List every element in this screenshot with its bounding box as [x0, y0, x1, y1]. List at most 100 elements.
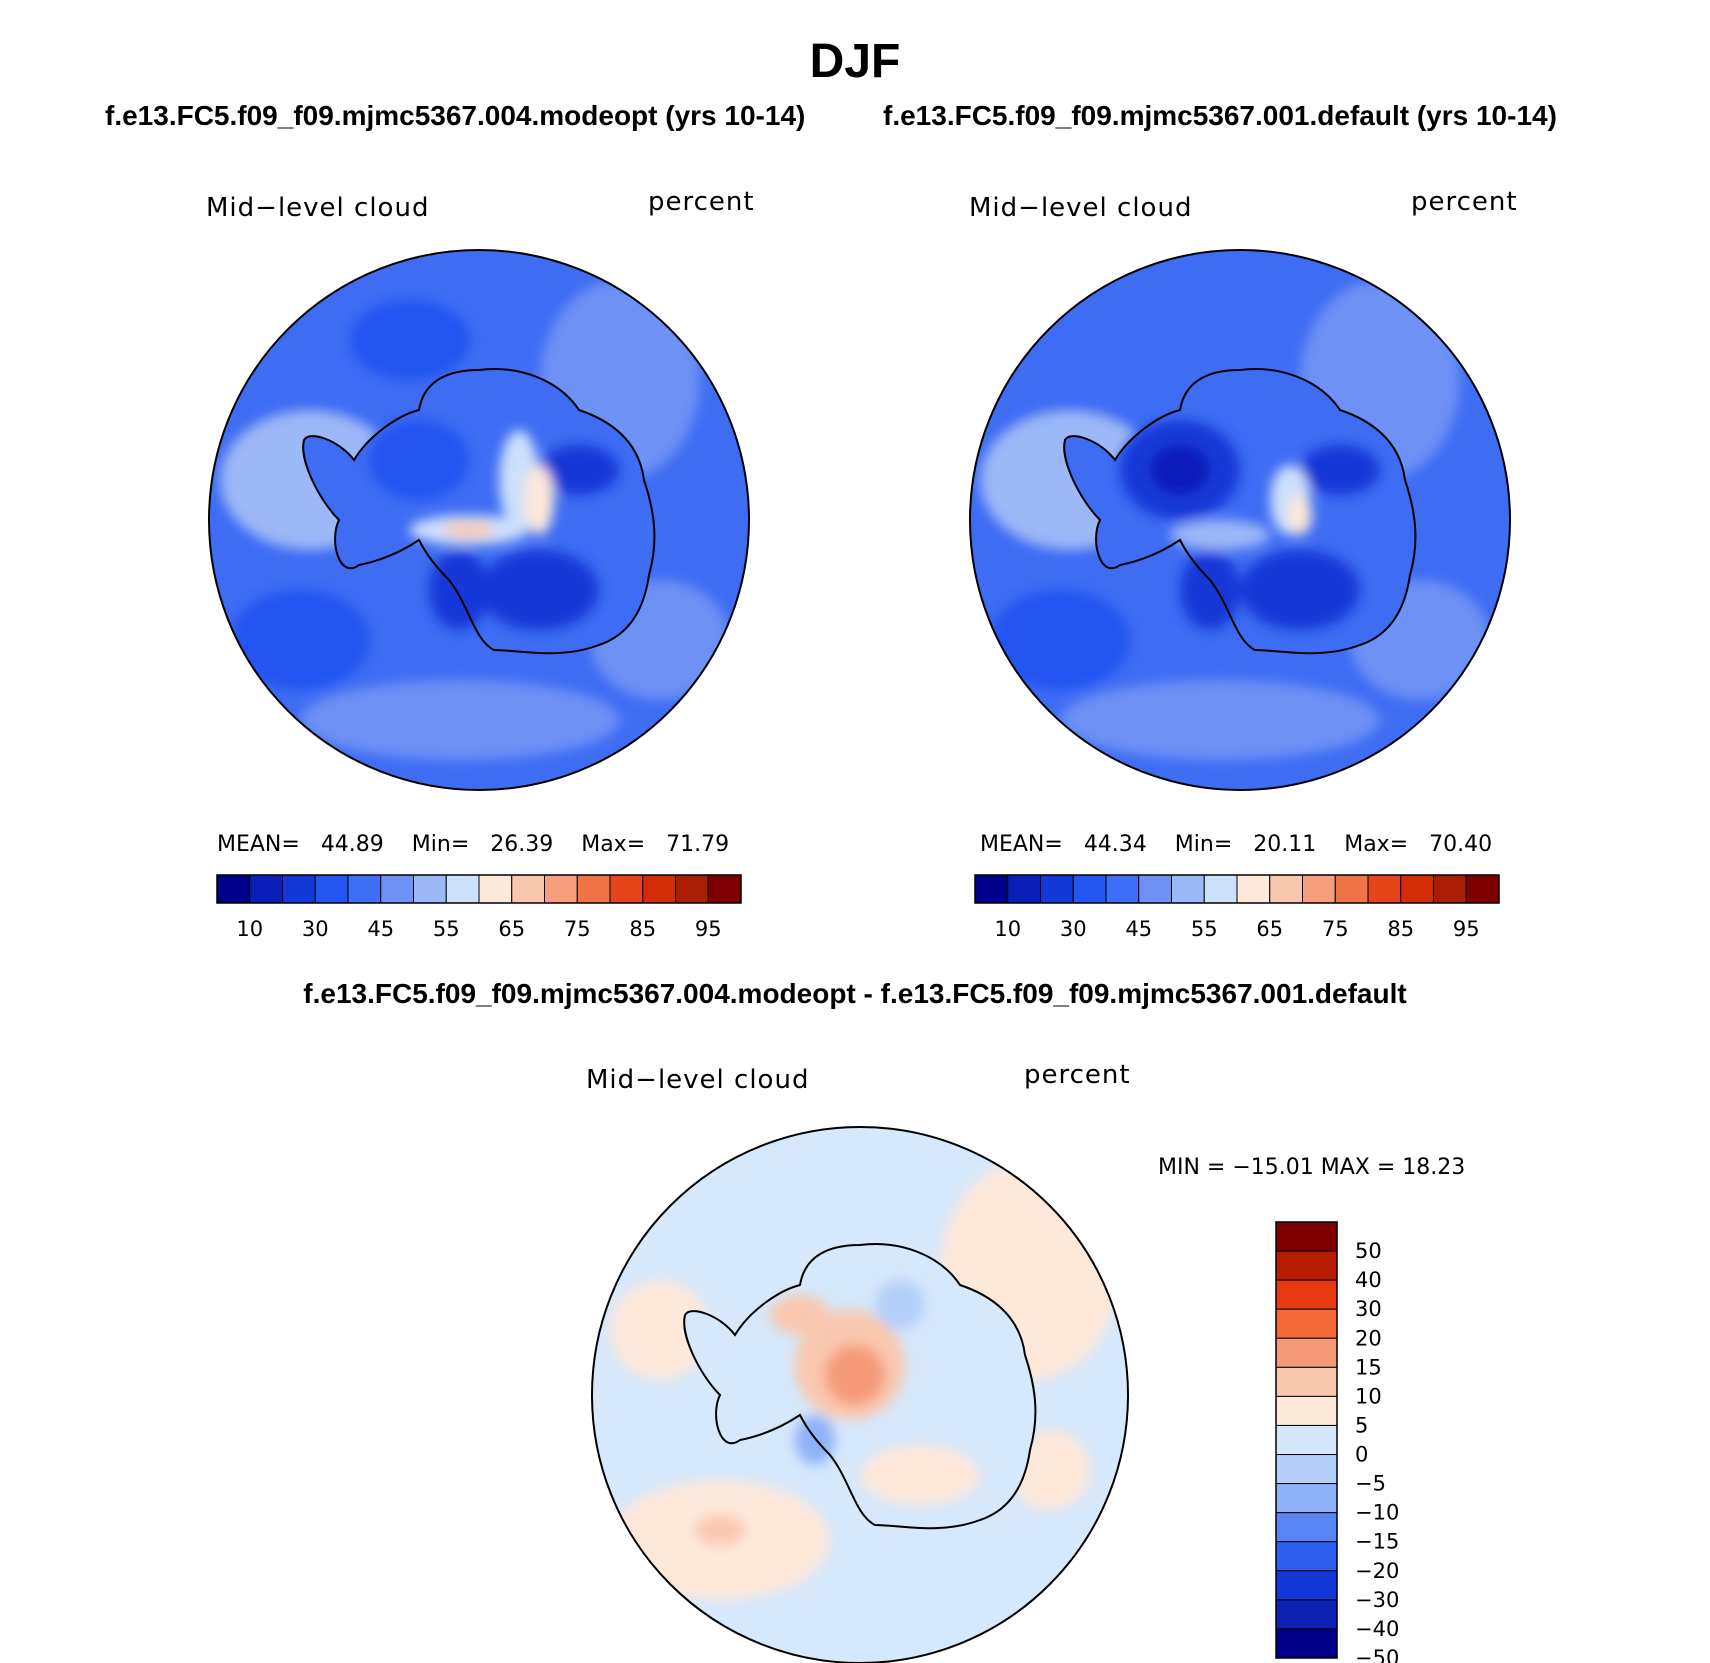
diff-colorbar-tick-label: −20	[1355, 1559, 1399, 1583]
right-colorbar-swatch	[1105, 874, 1140, 904]
left-map-border	[208, 249, 750, 791]
right-colorbar-swatch	[1040, 874, 1074, 904]
diff-colorbar-frame	[1275, 1221, 1338, 1659]
left-units-label: percent	[648, 187, 755, 217]
diff-colorbar-swatch	[1275, 1337, 1338, 1368]
right-colorbar-tick-label: 10	[994, 917, 1021, 941]
right-colorbar-swatch	[1138, 874, 1172, 904]
diff-colorbar-tick-label: 10	[1355, 1384, 1382, 1408]
right-colorbar-swatch	[1302, 874, 1336, 904]
diff-colorbar-swatch	[1275, 1221, 1338, 1252]
left-colorbar-swatch	[707, 874, 742, 904]
right-case-title: f.e13.FC5.f09_f09.mjmc5367.001.default (…	[883, 100, 1557, 131]
right-colorbar-swatch	[1400, 874, 1434, 904]
left-mean-value: 44.89	[320, 832, 384, 857]
right-colorbar-swatch	[1236, 874, 1271, 904]
diff-colorbar-tick-label: 50	[1355, 1239, 1382, 1263]
diff-colorbar-swatch	[1275, 1483, 1338, 1514]
left-stats: MEAN= 44.89 Min= 26.39 Max= 71.79	[217, 832, 729, 857]
right-variable-label: Mid−level cloud	[969, 193, 1193, 223]
diff-colorbar-swatch	[1275, 1454, 1338, 1485]
left-colorbar-frame	[216, 874, 742, 904]
left-colorbar-swatch	[576, 874, 611, 904]
diff-colorbar-swatch	[1275, 1279, 1338, 1310]
left-colorbar-swatch	[609, 874, 644, 904]
right-colorbar-tick-label: 55	[1191, 917, 1218, 941]
left-colorbar-tick-label: 55	[433, 917, 460, 941]
left-colorbar-swatch	[675, 874, 709, 904]
diff-colorbar-swatch	[1275, 1541, 1338, 1572]
left-colorbar-tick-label: 95	[695, 917, 722, 941]
diff-colorbar-tick-label: 5	[1355, 1413, 1368, 1437]
left-map	[208, 249, 750, 791]
left-variable-label: Mid−level cloud	[206, 193, 430, 223]
right-mean-label: MEAN=	[980, 832, 1063, 857]
right-colorbar-swatch	[1367, 874, 1402, 904]
right-colorbar-tick-label: 30	[1060, 917, 1087, 941]
right-map	[969, 249, 1511, 791]
left-colorbar-swatch	[216, 874, 251, 904]
left-colorbar-tick-label: 30	[302, 917, 329, 941]
diff-colorbar-tick-label: 0	[1355, 1443, 1368, 1467]
right-antarctica	[1063, 368, 1417, 655]
diff-colorbar-tick-label: 40	[1355, 1268, 1382, 1292]
left-colorbar-tick-label: 10	[236, 917, 263, 941]
diff-antarctica	[683, 1243, 1037, 1530]
left-colorbar-swatch	[282, 874, 316, 904]
left-colorbar-swatch	[413, 874, 447, 904]
right-colorbar-tick-label: 75	[1322, 917, 1349, 941]
left-max-label: Max=	[581, 832, 646, 857]
diff-colorbar-swatch	[1275, 1308, 1338, 1339]
diff-colorbar-tick-label: −50	[1355, 1646, 1399, 1663]
diff-colorbar-swatch	[1275, 1395, 1338, 1426]
diff-minmax: MIN = −15.01 MAX = 18.23	[1158, 1155, 1466, 1180]
left-colorbar-tick-label: 85	[629, 917, 656, 941]
figure-title: DJF	[809, 35, 901, 88]
right-max-value: 70.40	[1429, 832, 1493, 857]
left-colorbar-swatch	[249, 874, 283, 904]
diff-variable-label: Mid−level cloud	[586, 1065, 810, 1095]
right-colorbar-swatch	[1269, 874, 1303, 904]
diff-map-border	[591, 1126, 1129, 1663]
left-min-label: Min=	[411, 832, 470, 857]
diff-colorbar-tick-label: −10	[1355, 1501, 1399, 1525]
diff-colorbar-swatch	[1275, 1599, 1338, 1630]
right-colorbar-swatch	[1171, 874, 1205, 904]
left-case-title: f.e13.FC5.f09_f09.mjmc5367.004.modeopt (…	[105, 100, 806, 131]
left-colorbar-swatch	[478, 874, 513, 904]
left-colorbar-swatch	[380, 874, 414, 904]
right-map-border	[969, 249, 1511, 791]
right-colorbar-frame	[974, 874, 1500, 904]
right-colorbar-tick-label: 95	[1453, 917, 1480, 941]
right-colorbar: 10 30 45 55 65 75 85 95	[974, 874, 1500, 941]
right-colorbar-tick-label: 85	[1387, 917, 1414, 941]
right-colorbar-swatch	[1465, 874, 1500, 904]
right-colorbar-swatch	[974, 874, 1009, 904]
left-colorbar-tick-label: 75	[564, 917, 591, 941]
left-antarctica	[302, 368, 656, 655]
difference-title: f.e13.FC5.f09_f09.mjmc5367.004.modeopt -…	[303, 978, 1407, 1009]
left-colorbar: 10 30 45 55 65 75 85 95	[216, 874, 742, 941]
diff-colorbar-swatch	[1275, 1512, 1338, 1543]
right-max-label: Max=	[1344, 832, 1409, 857]
diff-units-label: percent	[1024, 1060, 1131, 1090]
left-max-value: 71.79	[666, 832, 730, 857]
right-colorbar-tick-label: 65	[1256, 917, 1283, 941]
right-stats: MEAN= 44.34 Min= 20.11 Max= 70.40	[980, 832, 1492, 857]
diff-colorbar-tick-label: −40	[1355, 1617, 1399, 1641]
left-colorbar-swatch	[642, 874, 676, 904]
left-colorbar-swatch	[347, 874, 382, 904]
right-min-value: 20.11	[1253, 832, 1317, 857]
right-colorbar-swatch	[1334, 874, 1369, 904]
right-colorbar-swatch	[1433, 874, 1467, 904]
left-colorbar-swatch	[445, 874, 480, 904]
diff-colorbar-swatch	[1275, 1250, 1338, 1281]
right-units-label: percent	[1411, 187, 1518, 217]
right-mean-value: 44.34	[1083, 832, 1147, 857]
diff-colorbar-swatch	[1275, 1570, 1338, 1601]
left-colorbar-swatch	[314, 874, 349, 904]
right-colorbar-swatch	[1203, 874, 1238, 904]
diff-colorbar-swatch	[1275, 1424, 1338, 1456]
